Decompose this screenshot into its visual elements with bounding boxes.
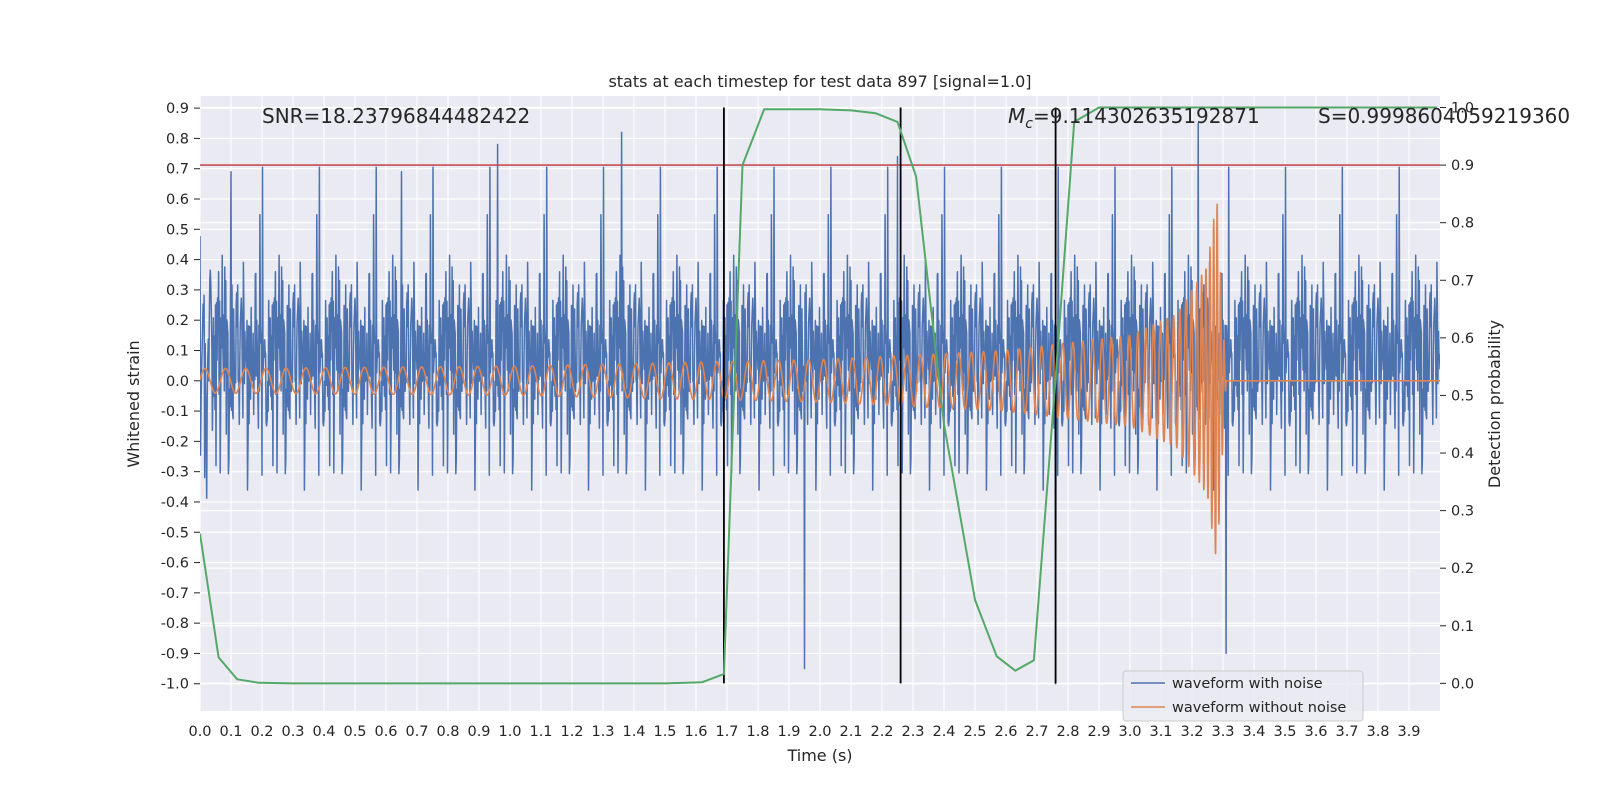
legend-box <box>1122 670 1364 722</box>
x-tick-labels: 0.0 0.1 0.2 0.3 0.4 0.5 0.6 0.7 0.8 0.9 1.0 1.1 1.2 1… <box>188 724 1420 740</box>
y-tick-label: -0.7 <box>161 586 189 602</box>
x-tick-label: 3.5 <box>1273 724 1296 740</box>
x-tick-label: 1.3 <box>591 724 614 740</box>
y2-tick-label: 0.9 <box>1451 158 1474 174</box>
x-tick-label: 0.7 <box>405 724 428 740</box>
series-waveform-without-noise <box>200 203 1440 555</box>
y2-tick-labels: 1.0 0.9 0.8 0.7 0.6 0.5 0.4 0.3 0.2 0.1 0.0 <box>1451 101 1474 693</box>
chart-title: stats at each timestep for test data 897… <box>608 72 1031 91</box>
legend-label-clean: waveform without noise <box>1172 700 1346 716</box>
y2-axis-label: Detection probability <box>1485 320 1504 488</box>
x-tick-label: 0.4 <box>312 724 335 740</box>
series-layer <box>200 122 1440 685</box>
y-tick-label: -1.0 <box>161 677 189 693</box>
y-tick-label: -0.3 <box>161 465 189 481</box>
y2-tick-label: 0.0 <box>1451 676 1474 692</box>
y-tick-label: -0.6 <box>161 556 189 572</box>
x-tick-label: 2.4 <box>932 724 955 740</box>
y-tick-labels: 0.9 0.8 0.7 0.6 0.5 0.4 0.3 0.2 0.1 0.0 -0.1 -0.2 -0… <box>161 101 189 693</box>
legend-label-noisy: waveform with noise <box>1172 676 1323 692</box>
chirp-mass-subscript: c <box>1025 116 1033 132</box>
x-tick-label: 1.5 <box>653 724 676 740</box>
y-tick-label: -0.4 <box>161 495 189 511</box>
y-tick-label: 0.4 <box>166 253 189 269</box>
x-tick-label: 2.9 <box>1087 724 1110 740</box>
y-tick-label: -0.2 <box>161 434 189 450</box>
x-tick-label: 3.9 <box>1397 724 1420 740</box>
x-tick-label: 0.0 <box>188 724 211 740</box>
x-tick-label: 0.2 <box>250 724 273 740</box>
y-tick-label: -0.8 <box>161 616 189 632</box>
y2-tick-label: 0.2 <box>1451 561 1474 577</box>
y-tick-label: 0.7 <box>166 162 189 178</box>
y2-tick-label: 1.0 <box>1451 101 1474 117</box>
y2-tick-label: 0.1 <box>1451 619 1474 635</box>
y2-tick-label: 0.8 <box>1451 216 1474 232</box>
legend: waveform with noise waveform without noi… <box>1122 670 1364 722</box>
x-tick-label: 3.0 <box>1118 724 1141 740</box>
x-tick-label: 2.8 <box>1056 724 1079 740</box>
x-tick-label: 1.1 <box>529 724 552 740</box>
x-tick-label: 1.2 <box>560 724 583 740</box>
x-tick-label: 0.8 <box>436 724 459 740</box>
y-tick-label: 0.9 <box>166 101 189 117</box>
y2-tick-label: 0.7 <box>1451 273 1474 289</box>
x-tick-label: 1.6 <box>684 724 707 740</box>
chirp-mass-annotation: Mc=9.114302635192871 <box>1008 104 1260 132</box>
x-tick-label: 2.0 <box>808 724 831 740</box>
y-tick-label: 0.2 <box>166 313 189 329</box>
x-tick-label: 3.2 <box>1180 724 1203 740</box>
x-tick-label: 3.4 <box>1242 724 1265 740</box>
x-tick-label: 1.7 <box>715 724 738 740</box>
x-tick-label: 3.7 <box>1335 724 1358 740</box>
y-tick-label: -0.9 <box>161 646 189 662</box>
y-tick-label: 0.0 <box>166 374 189 390</box>
y2-tick-label: 0.4 <box>1451 446 1474 462</box>
x-tick-label: 3.3 <box>1211 724 1234 740</box>
x-tick-label: 0.9 <box>467 724 490 740</box>
x-tick-label: 1.4 <box>622 724 645 740</box>
x-tick-label: 1.8 <box>746 724 769 740</box>
chirp-mass-value: =9.114302635192871 <box>1033 104 1260 128</box>
chirp-mass-symbol: M <box>1008 104 1025 128</box>
x-tick-label: 2.2 <box>870 724 893 740</box>
snr-annotation: SNR=18.23796844482422 <box>262 104 530 128</box>
x-tick-label: 0.3 <box>281 724 304 740</box>
x-tick-label: 1.9 <box>777 724 800 740</box>
y-axis-label: Whitened strain <box>124 340 143 467</box>
x-tick-label: 0.6 <box>374 724 397 740</box>
x-tick-label: 2.5 <box>963 724 986 740</box>
x-tick-label: 2.1 <box>839 724 862 740</box>
y-tick-label: 0.5 <box>166 222 189 238</box>
y-tick-label: 0.1 <box>166 343 189 359</box>
x-tick-label: 3.1 <box>1149 724 1172 740</box>
x-tick-label: 0.5 <box>343 724 366 740</box>
overlay-layer <box>200 106 1440 685</box>
y-tick-label: 0.8 <box>166 131 189 147</box>
s-annotation: S=0.9998604059219360 <box>1318 104 1570 128</box>
y2-tick-label: 0.5 <box>1451 388 1474 404</box>
series-detection-probability <box>200 106 1437 685</box>
x-tick-label: 2.7 <box>1025 724 1048 740</box>
x-tick-label: 1.0 <box>498 724 521 740</box>
x-tick-label: 3.6 <box>1304 724 1327 740</box>
x-tick-label: 2.3 <box>901 724 924 740</box>
y2-tick-label: 0.3 <box>1451 504 1474 520</box>
x-axis-label: Time (s) <box>786 746 852 765</box>
y-tick-label: 0.3 <box>166 283 189 299</box>
y-tick-label: -0.1 <box>161 404 189 420</box>
y-tick-label: 0.6 <box>166 192 189 208</box>
y-tick-label: -0.5 <box>161 525 189 541</box>
x-tick-label: 2.6 <box>994 724 1017 740</box>
y2-tick-label: 0.6 <box>1451 331 1474 347</box>
x-tick-label: 3.8 <box>1366 724 1389 740</box>
x-tick-label: 0.1 <box>219 724 242 740</box>
